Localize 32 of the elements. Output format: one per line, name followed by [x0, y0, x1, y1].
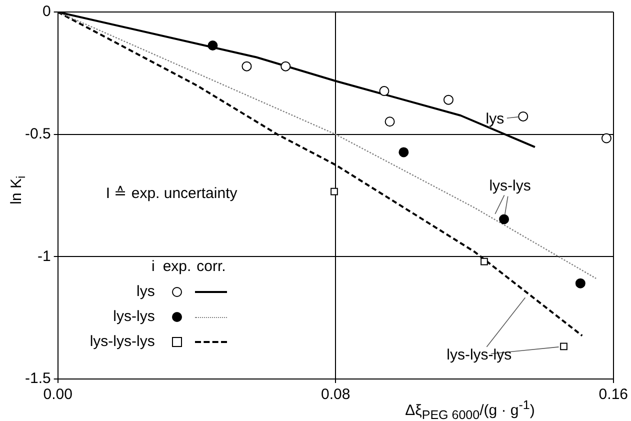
x-tick-label: 0.00 [43, 386, 72, 404]
point [499, 214, 510, 224]
point [398, 147, 409, 158]
point [601, 133, 612, 144]
point [560, 342, 568, 350]
y-tick-label: -1.5 [24, 370, 51, 388]
point [480, 258, 488, 266]
series-label: lys [486, 110, 504, 128]
series-label: lys-lys [489, 178, 531, 195]
legend-label: lys [136, 282, 156, 302]
point [208, 40, 218, 51]
point [280, 61, 291, 72]
point [518, 111, 528, 122]
point [242, 61, 252, 72]
annotation: exp. [162, 257, 192, 278]
text: lys-lys-lys [446, 346, 512, 364]
legend-label: lys-lys [112, 307, 156, 328]
legend-title: i [150, 257, 156, 278]
y-tick-label: -1 [38, 248, 51, 265]
point [330, 188, 338, 196]
x-tick-label: 0.16 [598, 386, 628, 404]
point [379, 86, 390, 96]
x-axis-title: Δξ$_{PEG 6000}$/(g · g$^{-1}$) [405, 398, 535, 421]
x-tick-label: 0.08 [321, 386, 350, 404]
y-tick-label: 0 [42, 3, 51, 20]
y-tick-label: -0.5 [24, 125, 51, 142]
legend-label: lys-lys-lys [88, 332, 156, 352]
point [443, 94, 454, 105]
annotation: I ≙ exp. uncertainty [106, 185, 238, 202]
point [575, 278, 586, 288]
annotation: corr. [196, 257, 227, 278]
point [384, 116, 395, 127]
